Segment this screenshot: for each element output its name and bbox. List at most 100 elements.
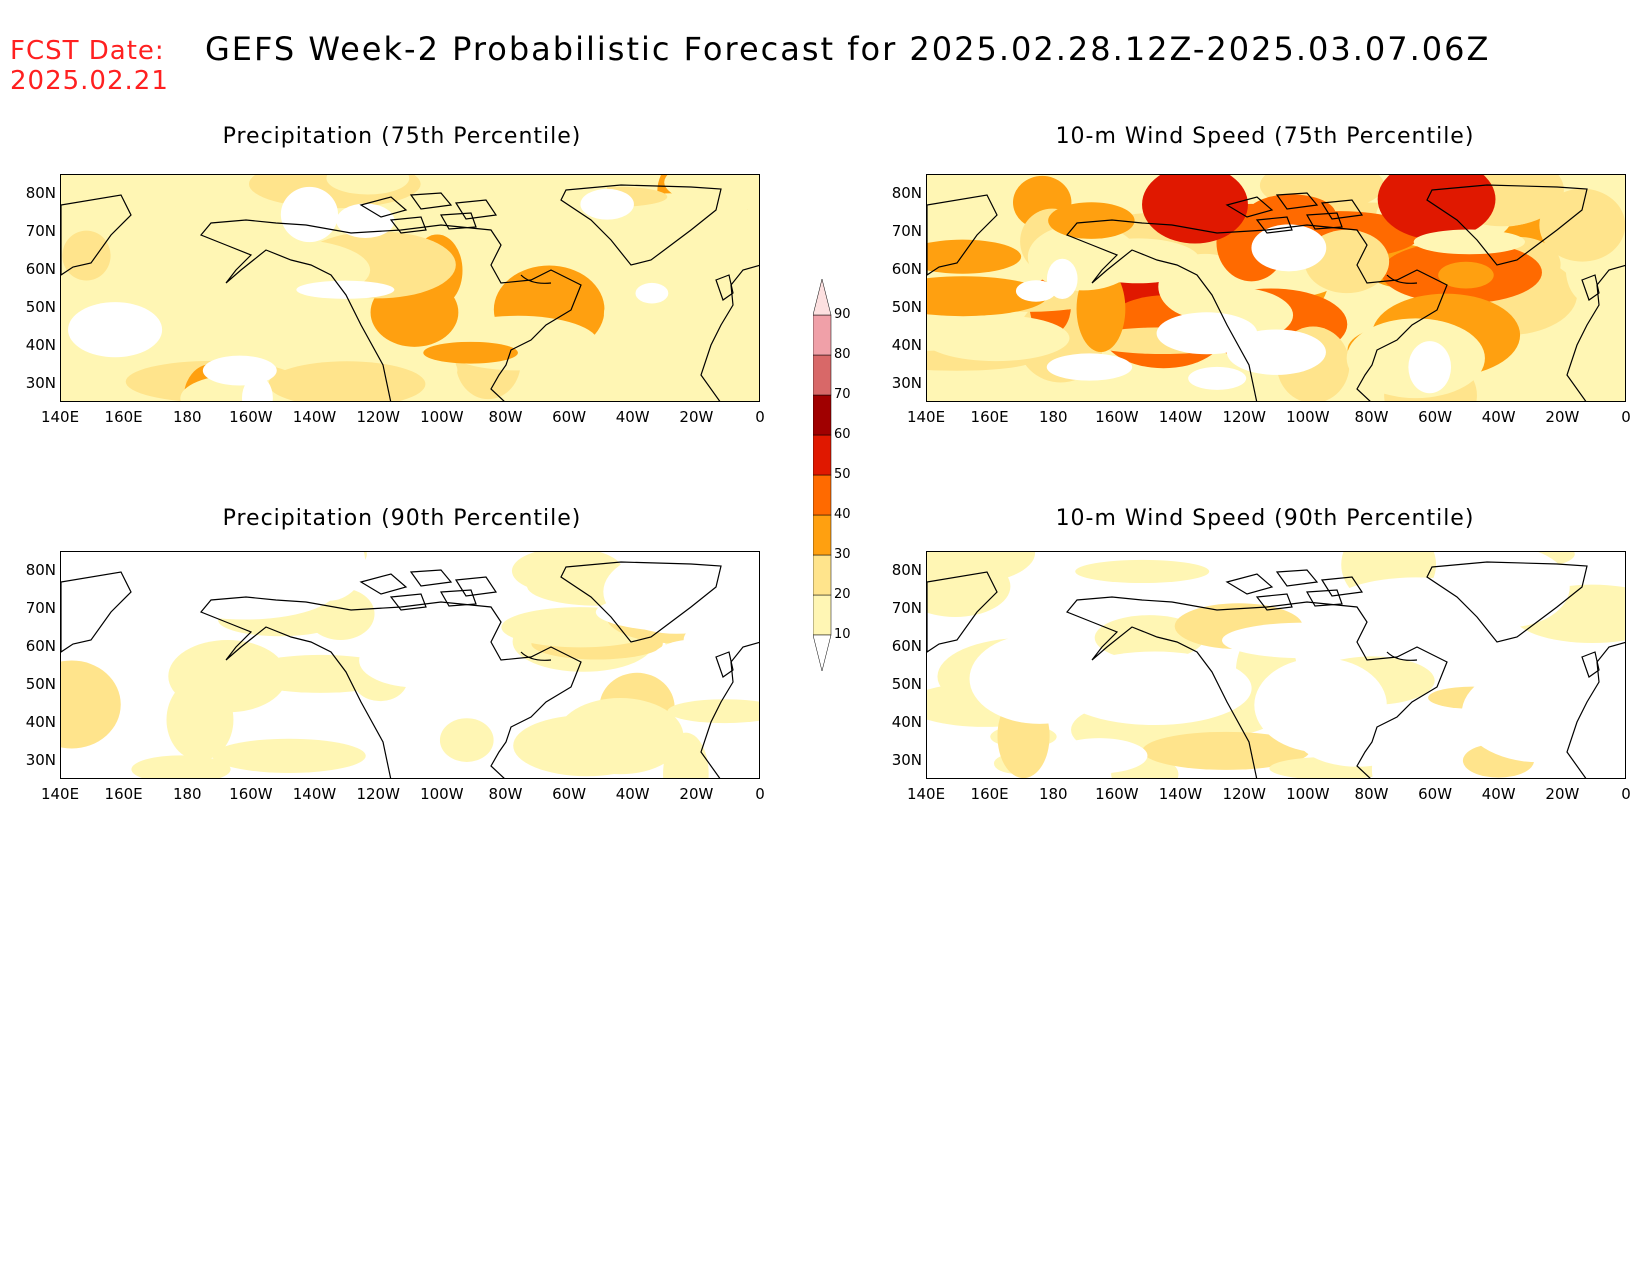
lon-tick-label: 80W xyxy=(1354,785,1389,803)
colorbar-top-triangle xyxy=(813,278,832,316)
coastline xyxy=(1566,641,1625,778)
colorbar-label: 20 xyxy=(834,587,851,602)
colorbar-label: 10 xyxy=(834,627,851,642)
lon-tick-label: 140W xyxy=(1158,408,1203,426)
probability-contour xyxy=(61,353,103,376)
probability-contour xyxy=(268,361,426,401)
panel-title-precip-90: Precipitation (90th Percentile) xyxy=(222,506,582,531)
lon-tick-label: 160W xyxy=(229,408,273,426)
coastline xyxy=(409,192,453,210)
coastline xyxy=(1306,589,1343,607)
lon-tick-label: 180 xyxy=(1038,785,1068,803)
coastline xyxy=(1581,651,1600,678)
lon-tick-label: 160E xyxy=(970,785,1009,803)
coastline xyxy=(1255,216,1293,234)
lon-tick-label: 100W xyxy=(1286,408,1330,426)
probability-contour xyxy=(241,376,273,401)
map-precip-75 xyxy=(60,174,760,402)
probability-contour xyxy=(556,698,684,775)
coastline xyxy=(389,216,427,234)
coastline xyxy=(200,219,582,401)
lat-tick-label: 40N xyxy=(25,713,56,731)
map-wind-90-canvas xyxy=(927,552,1625,778)
lon-tick-label: 0 xyxy=(1621,408,1631,426)
coastline xyxy=(1426,184,1588,266)
lat-tick-label: 70N xyxy=(25,599,56,617)
probability-contour xyxy=(1570,296,1611,359)
coastline xyxy=(1225,196,1274,218)
probability-contour xyxy=(1251,224,1327,272)
probability-contour xyxy=(1408,341,1452,394)
lon-tick-label: 120W xyxy=(356,408,400,426)
lon-tick-label: 40W xyxy=(1481,785,1516,803)
coastlines xyxy=(927,561,1625,778)
probability-contour xyxy=(927,315,1070,362)
probability-contour xyxy=(62,230,111,281)
lat-tick-label: 60N xyxy=(25,637,56,655)
lon-tick-label: 100W xyxy=(420,785,464,803)
probability-contour xyxy=(1438,261,1494,289)
lon-tick-label: 160E xyxy=(970,408,1009,426)
probability-contour xyxy=(359,633,476,688)
panel-title-precip-75: Precipitation (75th Percentile) xyxy=(222,124,582,149)
lon-tick-label: 80W xyxy=(1354,408,1389,426)
map-wind-90 xyxy=(926,551,1626,779)
colorbar xyxy=(813,278,832,672)
lon-tick-label: 140W xyxy=(1158,785,1203,803)
probability-contour xyxy=(68,302,163,358)
forecast-date-label: FCST Date: xyxy=(10,36,165,66)
probability-contour xyxy=(1377,175,1496,240)
forecast-date-value: 2025.02.21 xyxy=(10,66,169,96)
coastline xyxy=(61,571,132,653)
lon-tick-label: 60W xyxy=(1418,408,1453,426)
probability-contour xyxy=(168,640,287,713)
lon-tick-label: 180 xyxy=(172,785,202,803)
lon-tick-label: 60W xyxy=(1418,785,1453,803)
lon-tick-label: 160W xyxy=(1095,785,1139,803)
lon-tick-label: 140E xyxy=(906,785,946,803)
map-wind-75 xyxy=(926,174,1626,402)
lon-tick-label: 0 xyxy=(755,408,765,426)
coastline xyxy=(1306,212,1343,230)
lat-tick-label: 30N xyxy=(25,751,56,769)
lat-tick-label: 80N xyxy=(891,184,922,202)
colorbar-label: 40 xyxy=(834,507,851,522)
coastline xyxy=(389,593,427,611)
probability-contour xyxy=(683,237,749,293)
lon-tick-label: 120W xyxy=(1222,785,1266,803)
probability-contour xyxy=(1221,622,1388,659)
probability-contour xyxy=(927,239,1022,274)
lon-tick-label: 140W xyxy=(292,408,337,426)
map-wind-75-canvas xyxy=(927,175,1625,401)
lat-tick-label: 50N xyxy=(25,298,56,316)
probability-contour xyxy=(1048,202,1135,239)
lon-tick-label: 0 xyxy=(755,785,765,803)
colorbar-segment xyxy=(813,354,832,396)
coastline xyxy=(715,274,734,301)
lon-tick-label: 60W xyxy=(552,408,587,426)
probability-contour xyxy=(927,276,1048,317)
colorbar-label: 90 xyxy=(834,307,851,322)
probability-contour xyxy=(423,341,518,364)
probability-contour xyxy=(1444,552,1570,628)
lat-tick-label: 50N xyxy=(891,298,922,316)
coastline xyxy=(1255,593,1293,611)
lon-tick-label: 140W xyxy=(292,785,337,803)
coastlines xyxy=(61,561,759,778)
lon-tick-label: 0 xyxy=(1621,785,1631,803)
coastline xyxy=(1275,192,1319,210)
probability-contour xyxy=(1015,280,1057,302)
coastline xyxy=(1426,561,1588,643)
probability-contour xyxy=(61,588,161,622)
probability-contour xyxy=(336,203,395,238)
colorbar-segment xyxy=(813,514,832,556)
colorbar-segment xyxy=(813,474,832,516)
colorbar-segment xyxy=(813,394,832,436)
lon-tick-label: 20W xyxy=(1545,785,1580,803)
probability-contour xyxy=(1461,664,1616,763)
lon-tick-label: 100W xyxy=(420,408,464,426)
lon-tick-label: 100W xyxy=(1286,785,1330,803)
coastline xyxy=(700,264,759,401)
coastline xyxy=(1566,264,1625,401)
panel-title-wind-90: 10-m Wind Speed (90th Percentile) xyxy=(1055,506,1475,531)
